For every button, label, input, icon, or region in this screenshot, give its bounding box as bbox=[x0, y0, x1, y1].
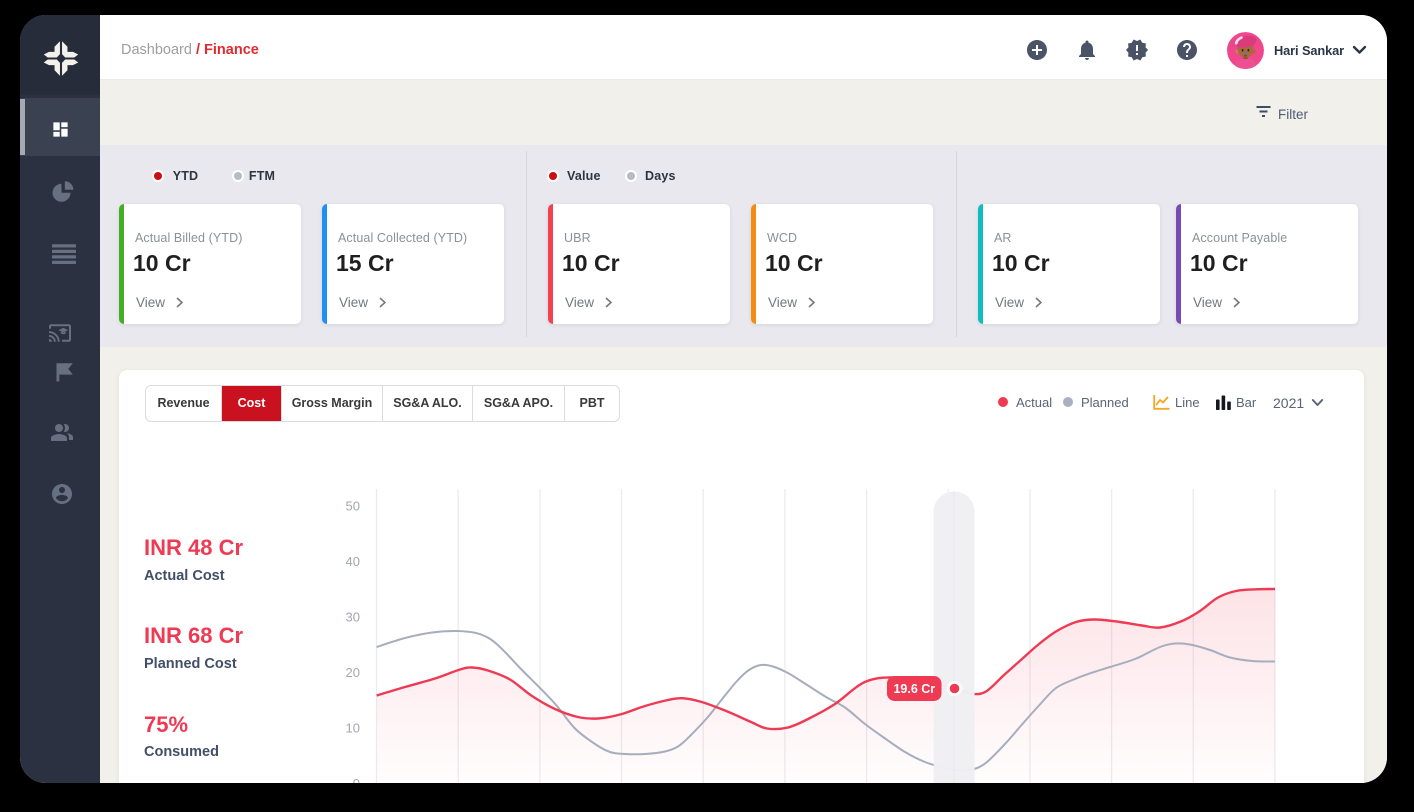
svg-text:19.6 Cr: 19.6 Cr bbox=[893, 682, 935, 696]
svg-text:40: 40 bbox=[346, 554, 360, 569]
svg-text:50: 50 bbox=[346, 499, 360, 514]
svg-text:10: 10 bbox=[346, 721, 360, 736]
svg-text:20: 20 bbox=[346, 665, 360, 680]
svg-text:30: 30 bbox=[346, 610, 360, 625]
svg-text:0: 0 bbox=[353, 776, 360, 783]
